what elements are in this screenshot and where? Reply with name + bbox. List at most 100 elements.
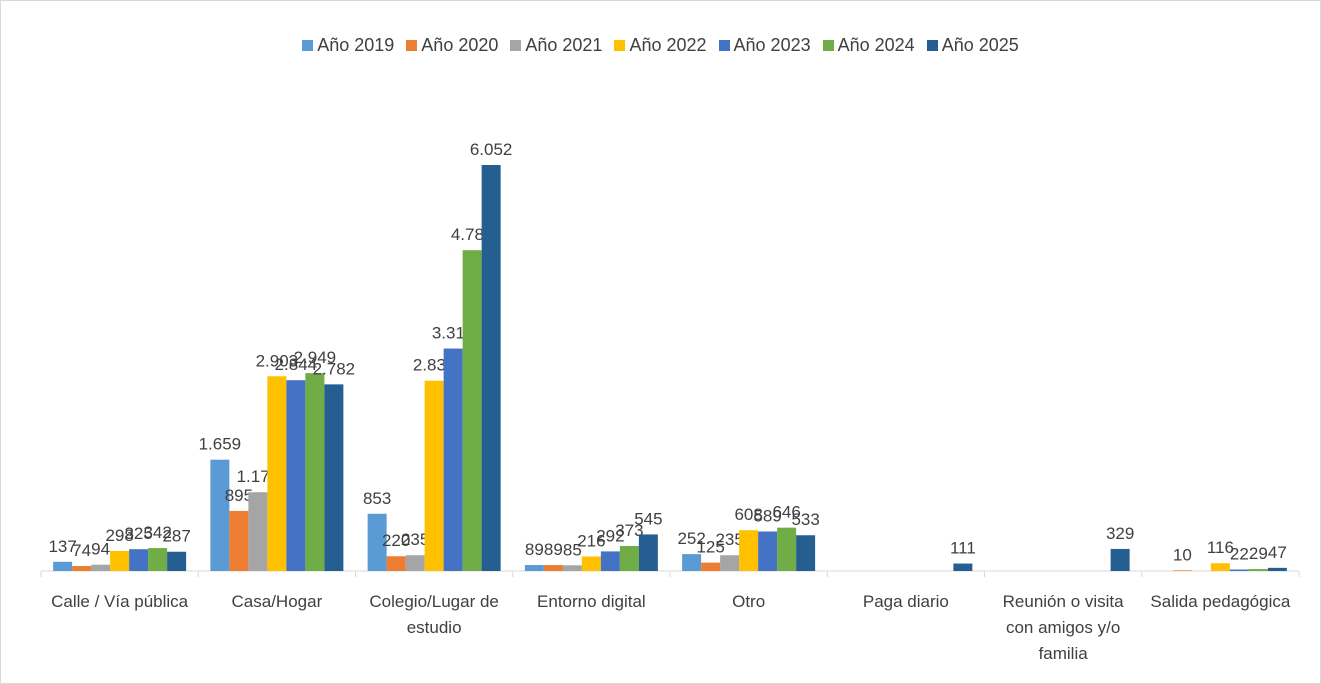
data-label: 589 xyxy=(753,506,781,525)
data-label: 2.782 xyxy=(313,359,356,378)
data-label: 2.903 xyxy=(256,351,299,370)
data-label: 89 xyxy=(525,540,544,559)
legend-swatch xyxy=(718,40,730,51)
legend-item: Año 2022 xyxy=(614,35,707,56)
bar xyxy=(1110,548,1130,571)
legend-item: Año 2019 xyxy=(302,35,394,56)
bar xyxy=(720,555,740,571)
legend-item: Año 2020 xyxy=(406,35,498,56)
x-tick-label: Calle / Vía pública xyxy=(51,592,189,611)
bar xyxy=(305,373,325,571)
x-tick-label: Entorno digital xyxy=(537,592,646,611)
bar xyxy=(129,549,149,571)
bar xyxy=(424,380,444,571)
data-label: 125 xyxy=(696,538,724,557)
x-tick-label: Reunión o visita con amigos y/o familia xyxy=(1002,592,1124,663)
bar xyxy=(405,555,425,571)
x-tick-label: Salida pedagógica xyxy=(1150,592,1291,611)
data-label: 6.052 xyxy=(470,140,513,159)
bar xyxy=(443,348,463,571)
bar xyxy=(167,551,187,571)
bar xyxy=(91,564,111,571)
legend-swatch xyxy=(614,40,626,51)
bar xyxy=(386,556,406,571)
data-label: 47 xyxy=(1268,543,1287,562)
bar xyxy=(1248,569,1268,571)
data-label: 298 xyxy=(105,526,133,545)
legend-swatch xyxy=(302,40,314,51)
bar xyxy=(638,534,658,571)
bar xyxy=(777,527,797,571)
data-label: 2.844 xyxy=(275,355,318,374)
bar xyxy=(462,250,482,571)
legend-label: Año 2019 xyxy=(317,35,395,55)
x-tick-label: Paga diario xyxy=(862,592,949,611)
bar xyxy=(286,380,306,571)
bar xyxy=(367,513,387,571)
legend-label: Año 2023 xyxy=(733,35,811,55)
legend-swatch xyxy=(926,40,938,51)
legend-label: Año 2025 xyxy=(941,35,1019,55)
legend-item: Año 2025 xyxy=(926,35,1019,56)
bar xyxy=(110,551,130,571)
bar xyxy=(600,551,620,571)
legend-label: Año 2020 xyxy=(421,35,499,55)
data-label: 1.659 xyxy=(199,435,242,454)
data-label: 111 xyxy=(950,539,976,558)
data-label: 216 xyxy=(577,532,605,551)
legend-swatch xyxy=(510,40,522,51)
bar xyxy=(543,565,563,571)
data-label: 85 xyxy=(563,540,582,559)
legend: Año 2019 Año 2020 Año 2021 Año 2022 Año 2023… xyxy=(1,35,1320,56)
bar xyxy=(1210,563,1230,571)
legend-item: Año 2023 xyxy=(718,35,811,56)
data-label: 608 xyxy=(734,505,762,524)
bar xyxy=(248,492,268,571)
data-label: 329 xyxy=(1106,524,1134,543)
legend-label: Año 2022 xyxy=(629,35,707,55)
data-label: 373 xyxy=(615,521,643,540)
bar xyxy=(701,562,721,571)
bar xyxy=(1172,570,1192,571)
bar xyxy=(739,530,759,571)
data-label: 137 xyxy=(48,537,76,556)
legend-label: Año 2024 xyxy=(837,35,915,55)
data-label: 895 xyxy=(225,486,253,505)
data-label: 292 xyxy=(596,526,624,545)
legend-swatch xyxy=(406,40,418,51)
bar xyxy=(72,566,92,571)
bar xyxy=(619,545,639,571)
data-label: 646 xyxy=(772,503,800,522)
data-label: 10 xyxy=(1173,545,1192,564)
bar xyxy=(53,561,73,571)
data-label: 22 xyxy=(1230,545,1249,564)
x-tick-label: Colegio/Lugar de estudio xyxy=(369,592,499,637)
data-label: 235 xyxy=(715,530,743,549)
legend-swatch xyxy=(822,40,834,51)
bar xyxy=(1267,567,1287,571)
data-label: 235 xyxy=(401,530,429,549)
data-label: 29 xyxy=(1249,544,1268,563)
bar xyxy=(148,548,168,571)
x-tick-label: Casa/Hogar xyxy=(231,592,323,611)
bar xyxy=(562,565,582,571)
data-label: 533 xyxy=(791,510,819,529)
legend-item: Año 2024 xyxy=(822,35,915,56)
bar xyxy=(953,563,973,571)
data-label: 94 xyxy=(91,540,110,559)
bar xyxy=(758,531,778,571)
data-label: 116 xyxy=(1207,538,1234,557)
bar xyxy=(324,384,344,571)
data-label: 853 xyxy=(363,489,391,508)
data-label: 74 xyxy=(72,541,91,560)
bar xyxy=(682,554,702,571)
bar xyxy=(1229,569,1249,571)
x-tick-label: Otro xyxy=(732,592,766,611)
data-label: 220 xyxy=(382,531,410,550)
bar xyxy=(481,165,501,571)
bar xyxy=(524,565,544,571)
data-label: 342 xyxy=(143,523,171,542)
data-label: 287 xyxy=(162,527,190,546)
